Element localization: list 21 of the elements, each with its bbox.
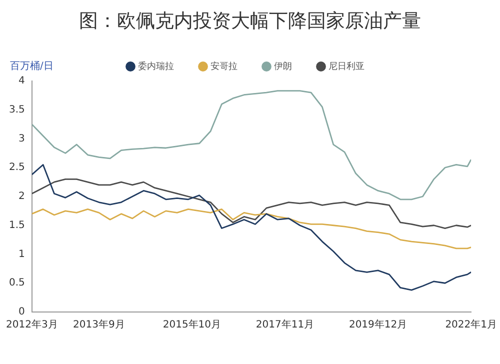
y-tick-label: 0.5 — [8, 278, 25, 289]
legend-label: 伊朗 — [274, 60, 292, 72]
chart-title: 图：欧佩克内投资大幅下降国家原油产量 — [78, 9, 422, 34]
x-tick-label: 2017年11月 — [256, 318, 314, 331]
legend-label: 委内瑞拉 — [138, 60, 174, 72]
y-tick-label: 3 — [18, 133, 25, 144]
x-tick-label: 2013年9月 — [72, 318, 125, 331]
x-tick-label: 2015年10月 — [162, 318, 222, 331]
y-tick-label: 1 — [18, 248, 25, 260]
x-tick-label: 2012年3月 — [6, 318, 58, 331]
y-tick-label: 0 — [18, 306, 25, 318]
y-tick-label: 2.5 — [8, 162, 25, 174]
y-tick-label: 1.5 — [8, 220, 25, 231]
legend-label: 安哥拉 — [210, 60, 238, 72]
legend-label: 尼日利亚 — [328, 60, 364, 72]
x-tick-label: 2019年12月 — [348, 318, 408, 331]
y-axis-title: 百万桶/日 — [10, 60, 54, 73]
y-tick-label: 4 — [18, 76, 25, 87]
y-tick-label: 3.5 — [8, 104, 25, 116]
x-tick-label: 2022年1月 — [445, 318, 497, 331]
y-tick-label: 2 — [18, 191, 25, 202]
